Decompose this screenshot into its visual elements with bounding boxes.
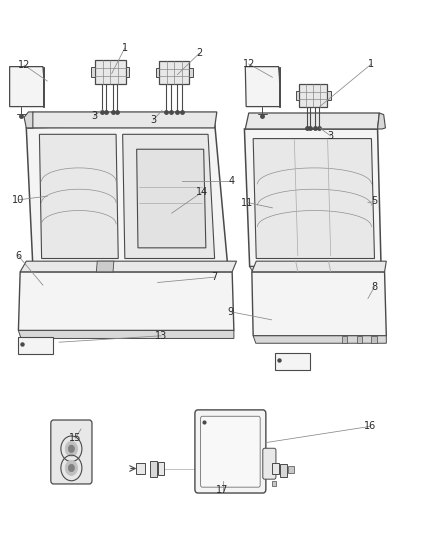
Polygon shape xyxy=(327,91,331,100)
Polygon shape xyxy=(33,266,231,272)
FancyBboxPatch shape xyxy=(263,448,276,479)
Polygon shape xyxy=(150,461,157,477)
Text: 17: 17 xyxy=(216,486,229,495)
Text: 16: 16 xyxy=(364,422,376,431)
Text: 7: 7 xyxy=(212,272,218,282)
Circle shape xyxy=(68,445,74,453)
FancyBboxPatch shape xyxy=(195,410,266,493)
Polygon shape xyxy=(123,134,215,259)
Circle shape xyxy=(68,464,74,472)
Text: 10: 10 xyxy=(12,195,25,205)
Polygon shape xyxy=(96,261,114,272)
Polygon shape xyxy=(18,337,53,354)
Polygon shape xyxy=(10,67,44,107)
Text: 3: 3 xyxy=(328,131,334,141)
Text: 8: 8 xyxy=(371,282,378,292)
Text: 12: 12 xyxy=(18,60,30,70)
Polygon shape xyxy=(245,113,379,129)
Bar xyxy=(371,336,377,343)
Polygon shape xyxy=(280,464,287,477)
Polygon shape xyxy=(43,67,44,107)
Polygon shape xyxy=(245,67,280,107)
Text: 1: 1 xyxy=(368,59,374,69)
Polygon shape xyxy=(272,463,279,474)
Polygon shape xyxy=(250,266,384,272)
Polygon shape xyxy=(18,330,234,338)
FancyBboxPatch shape xyxy=(51,420,92,484)
Polygon shape xyxy=(253,336,386,343)
Text: 4: 4 xyxy=(228,176,234,186)
Text: 3: 3 xyxy=(91,111,97,121)
Circle shape xyxy=(65,441,78,456)
Polygon shape xyxy=(252,272,386,336)
Polygon shape xyxy=(20,261,237,272)
Polygon shape xyxy=(252,261,386,272)
Polygon shape xyxy=(26,123,228,266)
Polygon shape xyxy=(296,91,299,100)
Polygon shape xyxy=(299,84,327,107)
Polygon shape xyxy=(272,481,276,486)
Polygon shape xyxy=(136,463,145,474)
FancyBboxPatch shape xyxy=(201,416,260,487)
Polygon shape xyxy=(189,68,193,77)
Polygon shape xyxy=(288,466,294,473)
Text: 9: 9 xyxy=(228,307,234,317)
Polygon shape xyxy=(92,68,95,77)
Polygon shape xyxy=(159,61,189,84)
Polygon shape xyxy=(275,353,310,370)
Text: 11: 11 xyxy=(241,198,254,207)
Text: 15: 15 xyxy=(69,433,81,443)
Polygon shape xyxy=(378,113,385,129)
Text: 6: 6 xyxy=(15,251,21,261)
Polygon shape xyxy=(244,129,381,266)
Polygon shape xyxy=(24,112,33,128)
Circle shape xyxy=(65,461,78,475)
Polygon shape xyxy=(253,139,374,259)
Text: 12: 12 xyxy=(243,59,255,69)
Polygon shape xyxy=(95,60,126,84)
Polygon shape xyxy=(279,67,280,107)
Polygon shape xyxy=(156,68,159,77)
Text: 3: 3 xyxy=(150,115,156,125)
Text: 5: 5 xyxy=(371,197,378,206)
Polygon shape xyxy=(18,272,234,330)
Text: 13: 13 xyxy=(155,331,167,341)
Bar xyxy=(342,336,347,343)
Polygon shape xyxy=(39,134,118,259)
Text: 1: 1 xyxy=(122,43,128,53)
Polygon shape xyxy=(28,112,217,128)
Text: 14: 14 xyxy=(196,187,208,197)
Polygon shape xyxy=(158,462,164,475)
Polygon shape xyxy=(126,68,129,77)
Bar xyxy=(357,336,362,343)
Polygon shape xyxy=(137,149,206,248)
Text: 2: 2 xyxy=(196,49,202,58)
